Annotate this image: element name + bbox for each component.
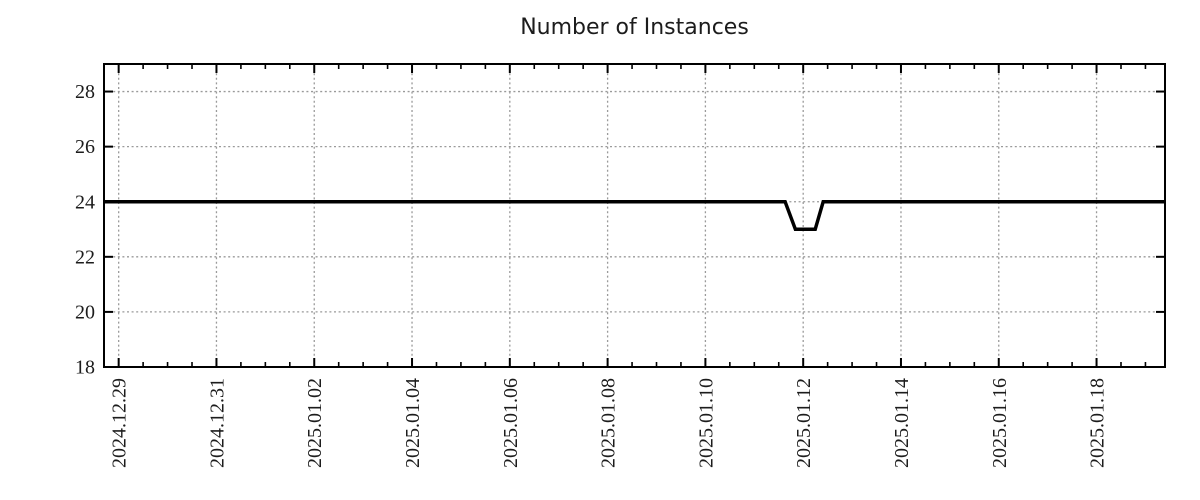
y-tick-label: 26 [75,136,95,158]
y-tick-label: 28 [75,81,95,103]
plot-border [103,63,1166,368]
x-tick-label: 2024.12.31 [206,378,228,468]
y-tick-label: 24 [75,191,95,213]
data-line [104,199,1165,232]
x-tick-label: 2025.01.16 [989,378,1011,468]
x-tick-label: 2025.01.14 [891,378,913,468]
x-tick-label: 2025.01.10 [695,378,717,468]
x-tick-label: 2025.01.12 [793,378,815,468]
x-tick-label: 2024.12.29 [109,378,131,468]
x-tick-label: 2025.01.04 [402,378,424,468]
y-tick-label: 18 [75,357,95,379]
x-tick-label: 2025.01.08 [598,378,620,468]
y-tick-label: 20 [75,302,95,324]
y-tick-label: 22 [75,246,95,268]
x-tick-label: 2025.01.06 [500,378,522,468]
x-tick-label: 2025.01.02 [304,378,326,468]
x-tick-label: 2025.01.18 [1087,378,1109,468]
chart-title: Number of Instances [520,15,749,40]
